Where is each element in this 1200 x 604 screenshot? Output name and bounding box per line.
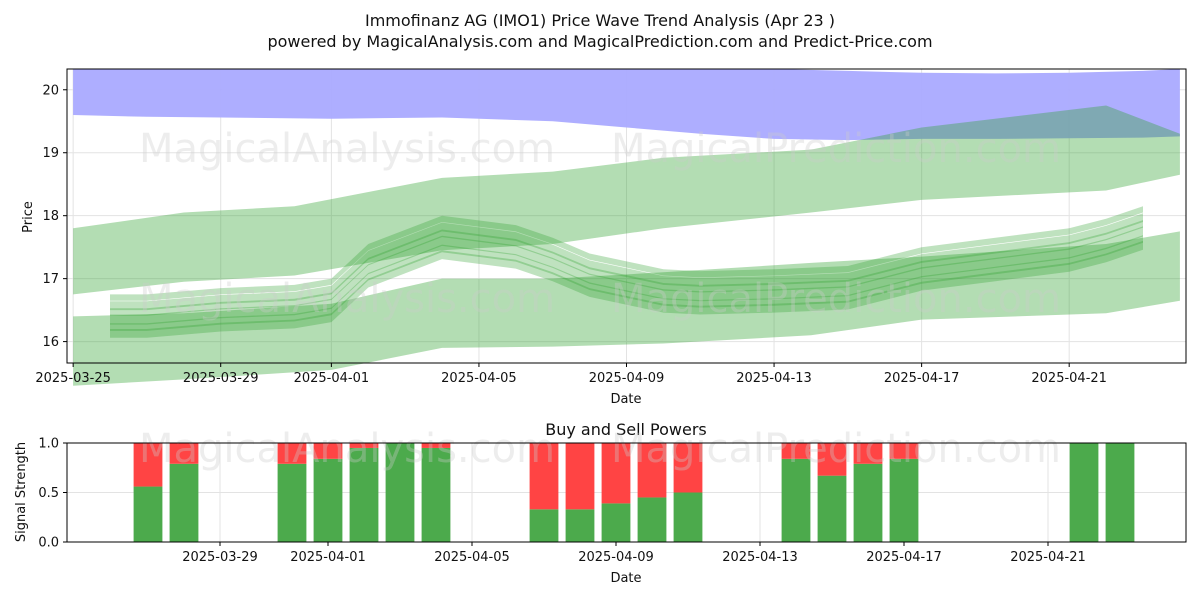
buy-bar (673, 492, 703, 542)
price-y-label: Price (21, 201, 36, 233)
sell-bar (421, 443, 451, 448)
price-bands (73, 69, 1180, 386)
signal-y-label: Signal Strength (14, 442, 29, 542)
price-y-tick-label: 18 (42, 209, 59, 224)
signal-y-tick-label: 1.0 (38, 437, 59, 452)
price-y-tick-label: 20 (42, 83, 59, 98)
price-x-tick-label: 2025-04-21 (1031, 371, 1107, 386)
buy-bar (781, 458, 811, 542)
price-y-tick-label: 19 (42, 146, 59, 161)
price-x-tick-label: 2025-04-01 (294, 371, 370, 386)
signal-x-ticks: 2025-03-29 2025-04-01 2025-04-05 2025-04-09… (182, 542, 1086, 565)
price-wave (110, 226, 1143, 325)
signal-panel: Buy and Sell Powers MagicalAnalysis.com … (14, 420, 1187, 586)
sell-bar (565, 443, 595, 510)
signal-x-tick-label: 2025-04-01 (290, 550, 366, 565)
price-wave (110, 206, 1143, 301)
sell-bar (349, 443, 379, 448)
sell-bar (277, 443, 307, 464)
signal-x-tick-label: 2025-04-21 (1010, 550, 1086, 565)
watermark-left-2: MagicalAnalysis.com (139, 276, 555, 322)
watermark-right: MagicalPrediction.com (611, 126, 1061, 172)
price-x-label: Date (610, 392, 641, 407)
buy-bar (277, 463, 307, 542)
price-band (73, 105, 1180, 295)
signal-y-tick-label: 0.0 (38, 536, 59, 551)
buy-bar (1105, 443, 1135, 542)
buy-bar (529, 509, 559, 542)
buy-bar (133, 486, 163, 542)
sell-bar (889, 443, 919, 459)
buy-bar (637, 497, 667, 542)
buy-bar (1069, 443, 1099, 542)
sell-bar (169, 443, 199, 464)
sell-bar (853, 443, 883, 464)
price-y-tick-label: 17 (42, 272, 59, 287)
signal-watermark-left: MagicalAnalysis.com (139, 426, 555, 472)
price-wave (110, 220, 1143, 316)
watermark-right-2: MagicalPrediction.com (611, 276, 1061, 322)
signal-y-tick-label: 0.5 (38, 486, 59, 501)
price-x-tick-label: 2025-04-13 (736, 371, 812, 386)
price-x-tick-label: 2025-04-17 (884, 371, 960, 386)
sell-bar (817, 443, 847, 476)
buy-bar (889, 458, 919, 542)
price-x-tick-label: 2025-04-09 (589, 371, 665, 386)
price-band (73, 69, 1180, 141)
signal-watermark-right: MagicalPrediction.com (611, 426, 1061, 472)
signal-x-tick-label: 2025-04-13 (722, 550, 798, 565)
buy-bar (349, 447, 379, 542)
price-panel: MagicalAnalysis.com MagicalPrediction.co… (21, 68, 1187, 407)
price-band (73, 231, 1180, 386)
price-wave (110, 235, 1143, 331)
sell-bar (529, 443, 559, 510)
buy-bar (601, 503, 631, 542)
sell-bar (637, 443, 667, 498)
price-y-tick-label: 16 (42, 335, 59, 350)
price-y-ticks: 16 17 18 19 20 (42, 83, 67, 350)
signal-panel-title: Buy and Sell Powers (545, 420, 707, 439)
sell-bar (781, 443, 811, 459)
price-x-ticks: 2025-03-25 2025-03-29 2025-04-01 2025-04-05… (35, 363, 1107, 386)
watermark-left: MagicalAnalysis.com (139, 126, 555, 172)
sell-bar (133, 443, 163, 487)
price-waves (110, 206, 1143, 338)
signal-x-label: Date (610, 571, 641, 586)
price-x-tick-label: 2025-03-25 (35, 371, 111, 386)
signal-y-ticks: 0.0 0.5 1.0 (38, 437, 67, 551)
chart-subtitle: powered by MagicalAnalysis.com and Magic… (267, 32, 932, 51)
buy-bar (313, 458, 343, 542)
price-wave (110, 240, 1143, 338)
buy-bar (421, 447, 451, 542)
buy-bar (169, 463, 199, 542)
signal-x-tick-label: 2025-04-05 (434, 550, 510, 565)
signal-x-tick-label: 2025-03-29 (182, 550, 258, 565)
signal-x-tick-label: 2025-04-17 (866, 550, 942, 565)
buy-bar (385, 443, 415, 542)
price-wave (110, 213, 1143, 311)
chart-title: Immofinanz AG (IMO1) Price Wave Trend An… (365, 11, 835, 30)
buy-bar (853, 463, 883, 542)
price-x-tick-label: 2025-04-05 (441, 371, 517, 386)
buy-bar (817, 475, 847, 542)
sell-bar (673, 443, 703, 493)
signal-x-tick-label: 2025-04-09 (578, 550, 654, 565)
price-x-tick-label: 2025-03-29 (183, 371, 259, 386)
buy-bar (565, 509, 595, 542)
sell-bar (601, 443, 631, 504)
signal-bars (133, 443, 1135, 542)
sell-bar (313, 443, 343, 459)
